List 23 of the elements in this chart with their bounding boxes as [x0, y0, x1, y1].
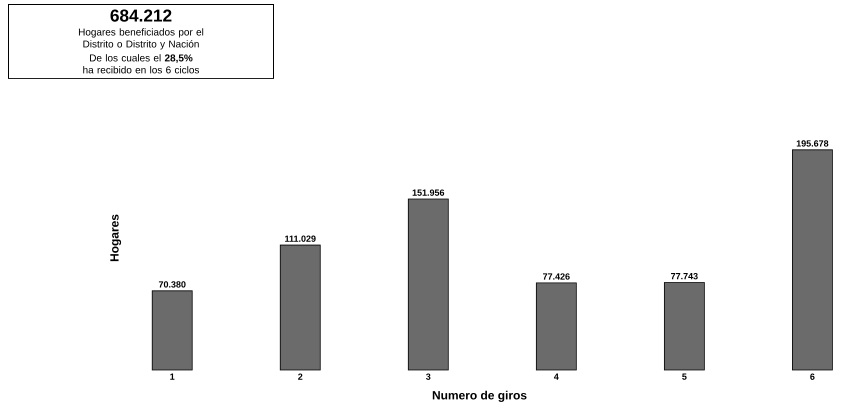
bar	[664, 282, 705, 370]
data-label: 111.029	[285, 236, 316, 242]
data-label: 77.426	[543, 273, 570, 280]
x-tick-label: 1	[170, 374, 174, 380]
data-label: 195.678	[796, 140, 828, 147]
text: De los cuales el 28,5% ha recibido en los 6 ciclos	[83, 54, 200, 74]
bar	[536, 282, 577, 370]
data-label: 151.956	[412, 189, 444, 196]
x-tick-label: 6	[810, 374, 815, 380]
data-label: 77.743	[671, 272, 698, 280]
x-axis-title: Numero de giros	[432, 390, 527, 402]
bar	[280, 244, 321, 370]
x-tick-label: 3	[426, 374, 430, 380]
data-label: 70.380	[158, 281, 186, 288]
x-tick-label: 5	[682, 374, 687, 380]
y-axis-title: Hogares	[110, 214, 122, 262]
bar	[792, 149, 833, 370]
text: 684.212	[110, 10, 172, 22]
bar	[408, 198, 449, 370]
x-tick-label: 2	[298, 374, 302, 380]
x-tick-label: 4	[554, 374, 559, 380]
text: Hogares beneficiados por el Distrito o Distrito y Nación	[78, 28, 204, 50]
bar	[152, 290, 193, 370]
